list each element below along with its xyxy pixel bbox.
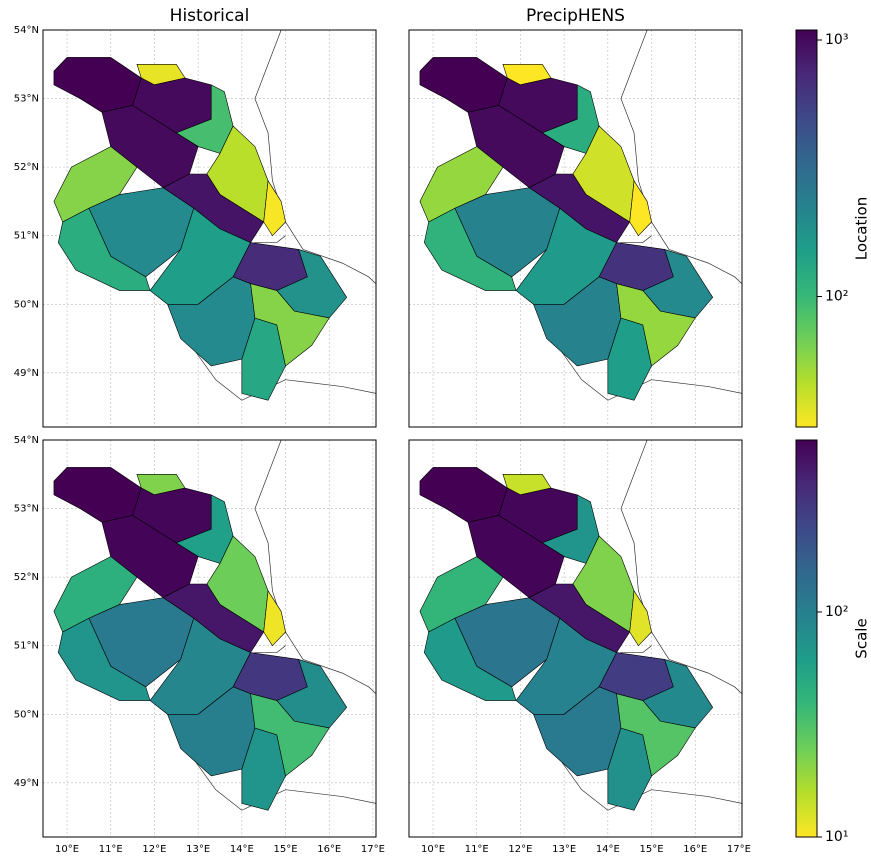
- x-tick-label: 14°E: [596, 844, 620, 855]
- catchment: [250, 283, 330, 367]
- y-tick-label: 52°N: [14, 162, 39, 173]
- map-panel: [43, 30, 376, 427]
- x-tick-label: 15°E: [274, 844, 298, 855]
- catchment: [616, 283, 696, 367]
- panel-frame: [42, 439, 377, 838]
- panel-title: PrecipHENS: [526, 6, 625, 26]
- panel-title: Historical: [170, 6, 250, 26]
- x-tick-label: 11°E: [465, 844, 489, 855]
- catchment: [53, 57, 142, 113]
- catchment: [175, 84, 234, 154]
- y-tick-label: 54°N: [14, 25, 39, 36]
- catchment: [616, 693, 696, 777]
- x-tick-label: 17°E: [361, 844, 385, 855]
- catchment: [629, 179, 652, 237]
- catchment: [263, 589, 286, 647]
- panel-frame: [408, 439, 743, 838]
- y-tick-label: 49°N: [14, 778, 39, 789]
- colorbar-label: Location: [853, 197, 871, 260]
- map-panel: [43, 440, 376, 837]
- x-tick-label: 15°E: [640, 844, 664, 855]
- catchment: [629, 589, 652, 647]
- x-tick-label: 16°E: [683, 844, 707, 855]
- y-tick-label: 50°N: [14, 299, 39, 310]
- y-tick-label: 53°N: [14, 504, 39, 515]
- x-tick-label: 17°E: [727, 844, 751, 855]
- y-tick-label: 52°N: [14, 572, 39, 583]
- catchment: [419, 57, 508, 113]
- map-panel: [409, 30, 742, 427]
- catchment: [250, 693, 330, 777]
- y-tick-label: 54°N: [14, 435, 39, 446]
- x-tick-label: 16°E: [317, 844, 341, 855]
- catchment: [419, 467, 508, 523]
- catchment: [263, 179, 286, 237]
- x-tick-label: 10°E: [55, 844, 79, 855]
- colorbar-tick-label: 10¹: [825, 829, 848, 845]
- colorbar-tick-label: 10²: [825, 604, 848, 620]
- catchment: [541, 84, 600, 154]
- catchment: [175, 494, 234, 564]
- y-tick-label: 51°N: [14, 641, 39, 652]
- x-tick-label: 14°E: [230, 844, 254, 855]
- colorbar: [795, 29, 818, 428]
- x-tick-label: 12°E: [508, 844, 532, 855]
- panel-frame: [408, 29, 743, 428]
- y-tick-label: 49°N: [14, 368, 39, 379]
- panel-frame: [42, 29, 377, 428]
- colorbar-label: Scale: [853, 618, 871, 658]
- y-tick-label: 50°N: [14, 709, 39, 720]
- x-tick-label: 13°E: [552, 844, 576, 855]
- y-tick-label: 51°N: [14, 231, 39, 242]
- x-tick-label: 12°E: [142, 844, 166, 855]
- y-tick-label: 53°N: [14, 94, 39, 105]
- catchment: [53, 467, 142, 523]
- catchment: [541, 494, 600, 564]
- colorbar-tick-label: 10³: [825, 32, 848, 48]
- colorbar-tick-label: 10²: [825, 289, 848, 305]
- x-tick-label: 10°E: [421, 844, 445, 855]
- map-panel: [409, 440, 742, 837]
- x-tick-label: 13°E: [186, 844, 210, 855]
- x-tick-label: 11°E: [99, 844, 123, 855]
- colorbar: [795, 439, 818, 838]
